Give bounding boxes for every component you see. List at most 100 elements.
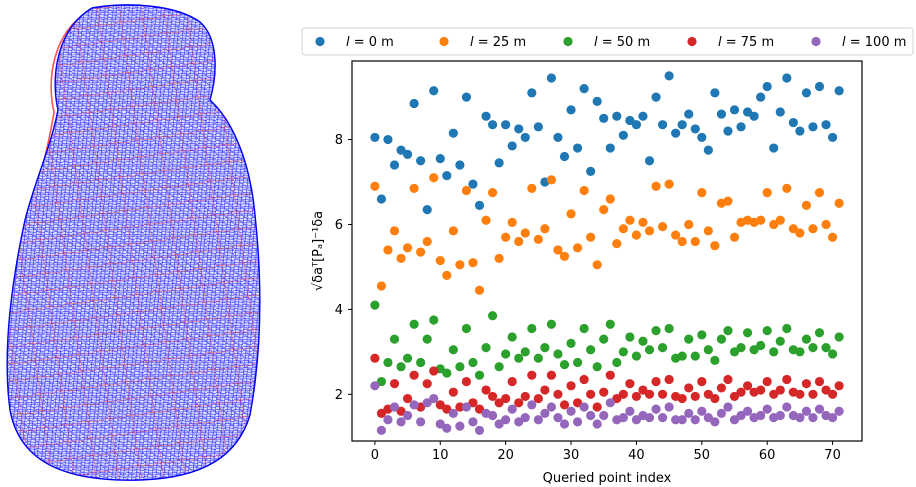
data-point: [657, 413, 668, 423]
data-point: [723, 374, 733, 385]
data-point: [566, 406, 576, 416]
data-point: [514, 417, 524, 427]
x-tick-label: 40: [628, 448, 645, 463]
data-point: [671, 230, 681, 240]
data-point: [834, 86, 844, 96]
data-point: [435, 154, 445, 164]
data-point: [461, 185, 472, 196]
data-point: [821, 120, 831, 130]
data-point: [801, 334, 812, 344]
data-point: [507, 404, 517, 414]
data-point: [376, 425, 387, 435]
series-5: [370, 381, 844, 435]
data-point: [742, 381, 753, 391]
data-point: [631, 415, 642, 425]
data-point: [507, 332, 517, 342]
data-point: [644, 389, 655, 399]
data-point: [801, 88, 812, 98]
data-point: [416, 247, 426, 257]
data-point: [651, 404, 661, 414]
data-point: [566, 105, 576, 115]
data-point: [749, 345, 759, 355]
data-point: [690, 124, 700, 134]
data-point: [657, 389, 668, 399]
data-point: [782, 323, 792, 334]
data-point: [710, 241, 720, 251]
data-point: [527, 323, 537, 334]
data-point: [657, 221, 668, 232]
data-point: [572, 398, 583, 408]
data-point: [533, 122, 543, 132]
data-point: [736, 387, 746, 397]
legend-marker: [315, 36, 325, 47]
legend-item: l = 50 m: [563, 35, 650, 50]
data-point: [468, 179, 478, 189]
data-point: [416, 417, 426, 427]
data-point: [501, 393, 511, 404]
data-point: [468, 258, 478, 268]
data-point: [416, 357, 426, 368]
data-point: [572, 143, 583, 153]
data-point: [487, 120, 498, 130]
legend-frame: [301, 27, 914, 56]
data-point: [533, 234, 543, 244]
series-2: [370, 173, 844, 295]
data-point: [579, 84, 589, 94]
data-point: [775, 336, 785, 346]
data-point: [546, 319, 557, 329]
data-point: [808, 413, 818, 423]
data-point: [638, 385, 648, 395]
y-tick-label: 4: [335, 303, 343, 318]
data-point: [553, 389, 563, 399]
legend-label: l = 50 m: [594, 35, 650, 50]
data-point: [586, 232, 596, 242]
data-point: [827, 413, 838, 423]
data-point: [546, 175, 557, 185]
data-point: [684, 334, 694, 344]
data-point: [501, 232, 511, 242]
data-point: [592, 419, 602, 429]
data-point: [599, 387, 609, 397]
legend-marker: [687, 36, 697, 47]
data-point: [370, 181, 380, 191]
data-point: [690, 415, 700, 425]
series-4: [370, 353, 844, 418]
data-point: [396, 145, 406, 155]
data-point: [716, 334, 727, 344]
data-point: [631, 391, 642, 402]
data-point: [455, 160, 465, 170]
data-point: [612, 393, 622, 404]
data-point: [703, 389, 713, 399]
data-point: [442, 270, 452, 281]
data-point: [422, 379, 432, 389]
data-point: [514, 398, 524, 408]
data-point: [402, 149, 413, 160]
data-point: [487, 410, 498, 421]
data-point: [566, 338, 576, 348]
axes-frame: [351, 60, 863, 442]
data-point: [801, 406, 812, 416]
data-point: [769, 143, 779, 153]
data-point: [461, 92, 472, 102]
data-point: [625, 332, 635, 342]
data-point: [370, 353, 380, 363]
data-point: [448, 226, 458, 236]
data-point: [389, 379, 400, 389]
data-point: [501, 415, 511, 425]
data-point: [370, 132, 380, 143]
data-point: [677, 120, 687, 130]
data-point: [540, 408, 550, 418]
data-point: [448, 387, 458, 397]
data-point: [657, 342, 668, 353]
data-point: [736, 122, 746, 132]
data-point: [677, 236, 687, 247]
data-point: [821, 385, 831, 395]
data-point: [429, 173, 439, 183]
data-point: [402, 393, 413, 404]
data-point: [396, 417, 406, 427]
data-point: [533, 415, 543, 425]
data-point: [494, 398, 504, 408]
data-point: [546, 73, 557, 83]
data-point: [396, 362, 406, 372]
data-point: [795, 228, 805, 238]
